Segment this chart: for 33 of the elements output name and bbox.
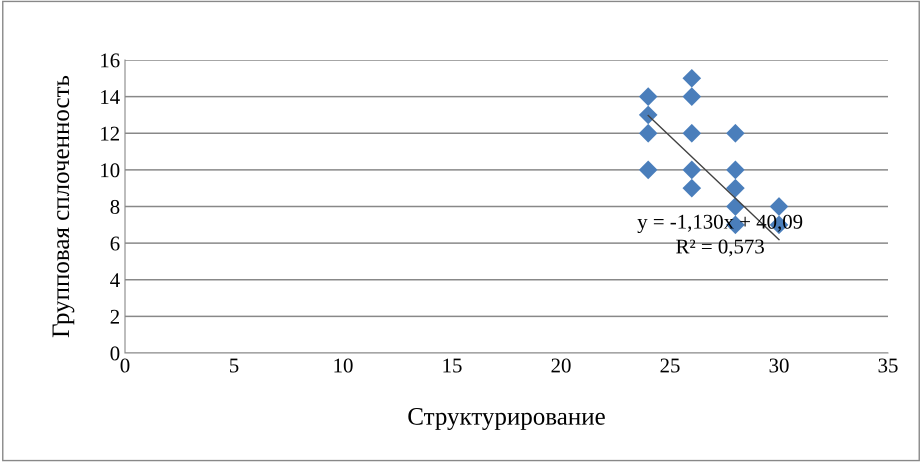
point [638, 124, 658, 143]
point [726, 124, 745, 143]
point [770, 197, 788, 216]
y-tick-label: 10 [101, 163, 120, 178]
x-tick-label: 5 [230, 358, 238, 373]
point [682, 68, 702, 88]
y-tick-label: 16 [101, 53, 120, 68]
y-tick-label: 14 [101, 90, 120, 104]
point [682, 87, 702, 106]
y-tick-label: 6 [110, 236, 120, 251]
point [682, 124, 702, 143]
y-axis-title: Групповая сплоченность [52, 76, 74, 338]
point [726, 178, 745, 198]
x-tick-label: 35 [878, 358, 898, 373]
point [638, 160, 658, 180]
x-tick-label: 20 [552, 358, 571, 373]
x-tick-label: 30 [770, 358, 789, 373]
y-tick-label: 4 [110, 273, 120, 287]
y-tick-label: 0 [110, 346, 120, 360]
y-tick-label: 12 [101, 126, 119, 140]
x-tick-label: 25 [660, 358, 680, 373]
point [638, 106, 658, 124]
x-tick-label: 15 [443, 358, 462, 373]
y-tick-label: 2 [110, 310, 119, 324]
annotation: R² = 0,573 [676, 239, 764, 257]
x-axis-title: Структурирование [408, 408, 605, 430]
x-tick-label: 0 [120, 358, 130, 373]
y-tick-label: 8 [110, 200, 120, 214]
point [726, 160, 745, 180]
point [682, 160, 702, 180]
x-tick-label: 10 [334, 358, 353, 373]
point [638, 87, 658, 106]
point [682, 178, 702, 198]
